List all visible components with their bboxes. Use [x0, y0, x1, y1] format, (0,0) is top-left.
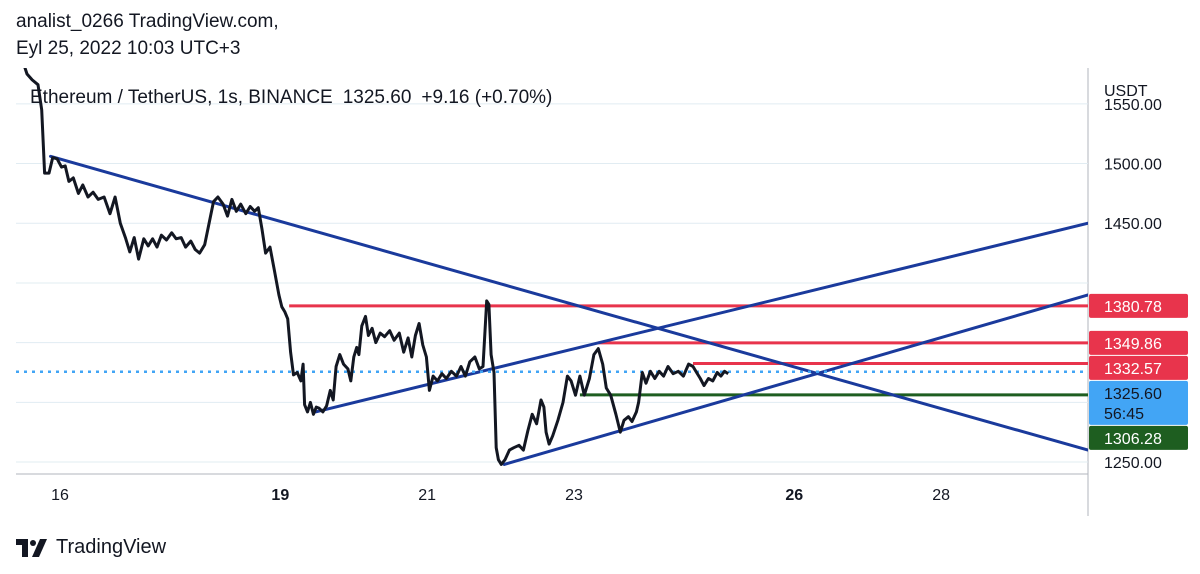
- trendline-descending: [49, 154, 1088, 452]
- trendline-ascending-lower: [502, 293, 1088, 466]
- tradingview-brand: TradingView: [56, 536, 167, 558]
- y-tick-label: 1450.00: [1104, 216, 1162, 233]
- y-tick-label: 1550.00: [1104, 97, 1162, 114]
- symbol-last-price: 1325.60: [343, 87, 412, 108]
- price-label-box: [1089, 380, 1188, 425]
- symbol-name: Ethereum / TetherUS, 1s, BINANCE: [30, 87, 333, 108]
- x-tick-label: 28: [932, 487, 950, 504]
- price-label-box: [1089, 330, 1188, 355]
- price-label-text: 1349.86: [1104, 336, 1162, 353]
- y-axis-tick-labels: 1250.00 1450.00 1500.00 1550.00: [1104, 97, 1162, 472]
- price-label-box: [1089, 425, 1188, 450]
- trendlines: [49, 154, 1088, 466]
- y-tick-label: 1250.00: [1104, 455, 1162, 472]
- price-label-box: [1089, 355, 1188, 380]
- y-tick-label: 1500.00: [1104, 157, 1162, 174]
- price-label-box: [1089, 293, 1188, 318]
- chart-date-line: Eyl 25, 2022 10:03 UTC+3: [16, 38, 241, 59]
- y-axis-currency: USDT: [1104, 83, 1148, 100]
- x-tick-label: 26: [785, 487, 803, 504]
- symbol-change: +9.16 (+0.70%): [421, 87, 552, 108]
- price-label-text: 1332.57: [1104, 361, 1162, 378]
- x-tick-label: 16: [51, 487, 69, 504]
- price-series-line: [23, 68, 730, 466]
- price-label-text: 1380.78: [1104, 299, 1162, 316]
- tradingview-footer: TradingView: [16, 536, 166, 559]
- price-axis-labels: 1380.78 1349.86 1332.57 1325.60 56:45 1306.28: [1089, 293, 1188, 450]
- price-chart[interactable]: 1250.00 1450.00 1500.00 1550.00 16 19 21 23 26 2…: [0, 0, 1200, 530]
- chart-author-line: analist_0266 TradingView.com,: [16, 11, 279, 32]
- symbol-legend: Ethereum / TetherUS, 1s, BINANCE 1325.60 +…: [30, 87, 552, 108]
- trendline-ascending-upper: [314, 221, 1088, 414]
- x-tick-label: 21: [418, 487, 436, 504]
- price-label-text: 1306.28: [1104, 431, 1162, 448]
- tradingview-logo-icon: [16, 538, 47, 557]
- horizontal-levels: [289, 304, 1088, 397]
- price-label-text: 1325.60: [1104, 386, 1162, 403]
- x-tick-label: 19: [271, 487, 289, 504]
- x-axis-tick-labels: 16 19 21 23 26 28: [51, 487, 950, 504]
- price-countdown-text: 56:45: [1104, 406, 1144, 423]
- x-tick-label: 23: [565, 487, 583, 504]
- grid-lines: [16, 103, 1088, 463]
